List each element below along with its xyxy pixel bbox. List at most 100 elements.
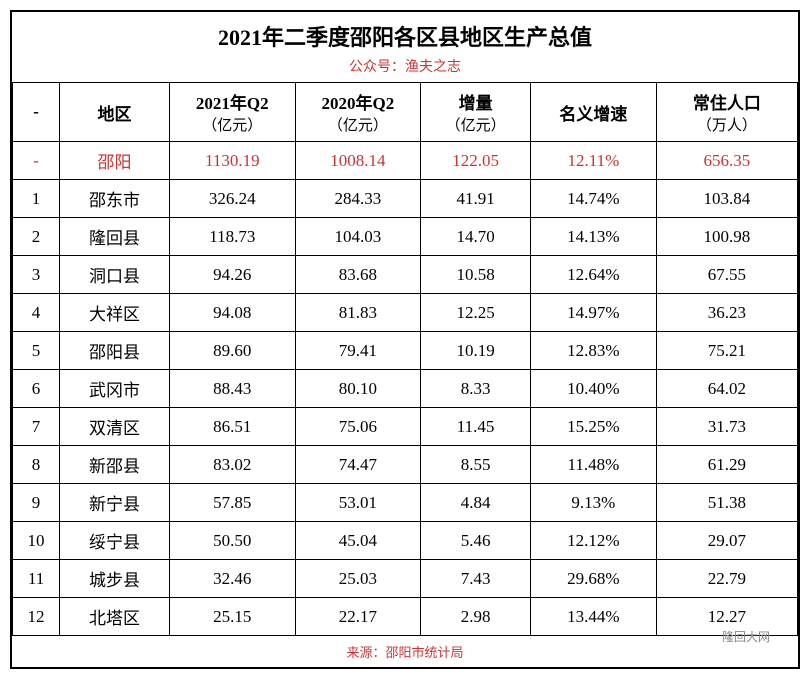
gdp-table-container: 2021年二季度邵阳各区县地区生产总值 公众号：渔夫之志 - 地区 2021年Q… — [10, 10, 800, 669]
cell-q2_2020: 22.17 — [295, 598, 421, 636]
table-row: 2隆回县118.73104.0314.7014.13%100.98 — [13, 218, 798, 256]
cell-q2_2021: 88.43 — [169, 370, 295, 408]
table-row: 7双清区86.5175.0611.4515.25%31.73 — [13, 408, 798, 446]
cell-rank: 10 — [13, 522, 60, 560]
cell-increment: 5.46 — [421, 522, 531, 560]
cell-region: 双清区 — [60, 408, 170, 446]
cell-increment: 122.05 — [421, 142, 531, 180]
cell-increment: 2.98 — [421, 598, 531, 636]
gdp-table: - 地区 2021年Q2 （亿元） 2020年Q2 （亿元） 增量 （亿元） 名… — [12, 82, 798, 636]
table-row: 5邵阳县89.6079.4110.1912.83%75.21 — [13, 332, 798, 370]
table-body: -邵阳1130.191008.14122.0512.11%656.351邵东市3… — [13, 142, 798, 636]
cell-increment: 8.55 — [421, 446, 531, 484]
cell-growth: 12.64% — [531, 256, 657, 294]
table-row: -邵阳1130.191008.14122.0512.11%656.35 — [13, 142, 798, 180]
table-subtitle: 公众号：渔夫之志 — [12, 56, 798, 82]
cell-region: 城步县 — [60, 560, 170, 598]
col-increment: 增量 （亿元） — [421, 83, 531, 142]
cell-growth: 9.13% — [531, 484, 657, 522]
col-rank: - — [13, 83, 60, 142]
cell-q2_2021: 118.73 — [169, 218, 295, 256]
cell-growth: 13.44% — [531, 598, 657, 636]
cell-population: 12.27 — [656, 598, 797, 636]
cell-population: 656.35 — [656, 142, 797, 180]
table-row: 12北塔区25.1522.172.9813.44%12.27 — [13, 598, 798, 636]
cell-q2_2020: 284.33 — [295, 180, 421, 218]
cell-region: 邵阳 — [60, 142, 170, 180]
col-2021q2: 2021年Q2 （亿元） — [169, 83, 295, 142]
cell-rank: - — [13, 142, 60, 180]
cell-growth: 12.12% — [531, 522, 657, 560]
cell-increment: 14.70 — [421, 218, 531, 256]
cell-rank: 9 — [13, 484, 60, 522]
table-footer: 来源：邵阳市统计局 — [12, 636, 798, 667]
cell-rank: 1 — [13, 180, 60, 218]
cell-q2_2021: 94.26 — [169, 256, 295, 294]
cell-q2_2021: 57.85 — [169, 484, 295, 522]
cell-region: 新宁县 — [60, 484, 170, 522]
col-growth: 名义增速 — [531, 83, 657, 142]
cell-q2_2020: 80.10 — [295, 370, 421, 408]
cell-growth: 29.68% — [531, 560, 657, 598]
cell-q2_2020: 81.83 — [295, 294, 421, 332]
cell-region: 绥宁县 — [60, 522, 170, 560]
table-title: 2021年二季度邵阳各区县地区生产总值 — [12, 12, 798, 56]
cell-growth: 12.11% — [531, 142, 657, 180]
cell-population: 103.84 — [656, 180, 797, 218]
cell-population: 100.98 — [656, 218, 797, 256]
cell-region: 新邵县 — [60, 446, 170, 484]
cell-region: 洞口县 — [60, 256, 170, 294]
cell-increment: 4.84 — [421, 484, 531, 522]
cell-increment: 10.58 — [421, 256, 531, 294]
table-row: 4大祥区94.0881.8312.2514.97%36.23 — [13, 294, 798, 332]
cell-increment: 8.33 — [421, 370, 531, 408]
cell-rank: 7 — [13, 408, 60, 446]
cell-growth: 11.48% — [531, 446, 657, 484]
cell-increment: 7.43 — [421, 560, 531, 598]
cell-q2_2021: 89.60 — [169, 332, 295, 370]
cell-q2_2020: 83.68 — [295, 256, 421, 294]
cell-q2_2021: 32.46 — [169, 560, 295, 598]
cell-q2_2020: 53.01 — [295, 484, 421, 522]
col-region: 地区 — [60, 83, 170, 142]
table-row: 8新邵县83.0274.478.5511.48%61.29 — [13, 446, 798, 484]
col-population: 常住人口 （万人） — [656, 83, 797, 142]
cell-population: 51.38 — [656, 484, 797, 522]
cell-rank: 6 — [13, 370, 60, 408]
cell-population: 61.29 — [656, 446, 797, 484]
header-row: - 地区 2021年Q2 （亿元） 2020年Q2 （亿元） 增量 （亿元） 名… — [13, 83, 798, 142]
cell-region: 邵东市 — [60, 180, 170, 218]
cell-q2_2021: 326.24 — [169, 180, 295, 218]
table-row: 11城步县32.4625.037.4329.68%22.79 — [13, 560, 798, 598]
cell-q2_2020: 25.03 — [295, 560, 421, 598]
cell-increment: 10.19 — [421, 332, 531, 370]
table-row: 9新宁县57.8553.014.849.13%51.38 — [13, 484, 798, 522]
table-row: 1邵东市326.24284.3341.9114.74%103.84 — [13, 180, 798, 218]
cell-growth: 15.25% — [531, 408, 657, 446]
cell-q2_2021: 50.50 — [169, 522, 295, 560]
cell-growth: 10.40% — [531, 370, 657, 408]
cell-population: 36.23 — [656, 294, 797, 332]
cell-rank: 4 — [13, 294, 60, 332]
cell-population: 75.21 — [656, 332, 797, 370]
cell-rank: 11 — [13, 560, 60, 598]
cell-q2_2020: 1008.14 — [295, 142, 421, 180]
cell-q2_2021: 83.02 — [169, 446, 295, 484]
cell-population: 31.73 — [656, 408, 797, 446]
cell-growth: 14.13% — [531, 218, 657, 256]
table-row: 6武冈市88.4380.108.3310.40%64.02 — [13, 370, 798, 408]
cell-growth: 14.74% — [531, 180, 657, 218]
cell-q2_2021: 25.15 — [169, 598, 295, 636]
cell-increment: 12.25 — [421, 294, 531, 332]
cell-population: 67.55 — [656, 256, 797, 294]
cell-rank: 3 — [13, 256, 60, 294]
cell-growth: 12.83% — [531, 332, 657, 370]
cell-rank: 12 — [13, 598, 60, 636]
cell-q2_2020: 79.41 — [295, 332, 421, 370]
cell-q2_2020: 75.06 — [295, 408, 421, 446]
cell-q2_2020: 74.47 — [295, 446, 421, 484]
cell-region: 大祥区 — [60, 294, 170, 332]
cell-q2_2020: 104.03 — [295, 218, 421, 256]
cell-q2_2021: 86.51 — [169, 408, 295, 446]
cell-region: 邵阳县 — [60, 332, 170, 370]
